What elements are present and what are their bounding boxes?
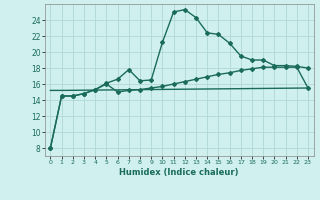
- X-axis label: Humidex (Indice chaleur): Humidex (Indice chaleur): [119, 168, 239, 177]
